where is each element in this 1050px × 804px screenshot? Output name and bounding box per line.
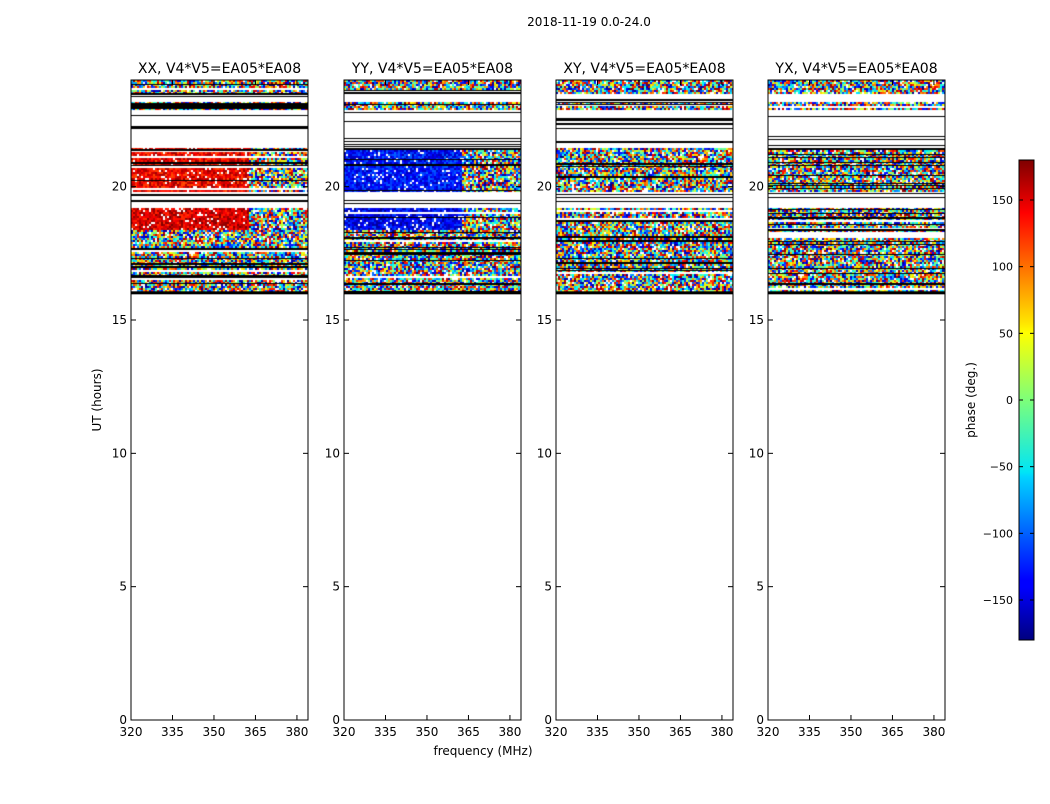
data-edge-line	[768, 291, 945, 295]
figure-title: 2018-11-19 0.0-24.0	[527, 15, 651, 29]
x-tick-label: 350	[416, 725, 439, 739]
x-tick-label: 320	[333, 725, 356, 739]
y-tick-label: 15	[749, 313, 764, 327]
phase-image-xx	[131, 80, 308, 293]
y-tick-label: 0	[332, 713, 340, 727]
x-tick-label: 335	[798, 725, 821, 739]
y-tick-label: 10	[749, 446, 764, 460]
y-tick-label: 0	[544, 713, 552, 727]
phase-image-yx	[768, 80, 945, 293]
panel-frame	[343, 79, 522, 721]
x-axis-label: frequency (MHz)	[433, 744, 532, 758]
x-tick-label: 320	[120, 725, 143, 739]
y-tick-label: 5	[119, 580, 127, 594]
x-tick-label: 365	[244, 725, 267, 739]
x-tick-label: 335	[161, 725, 184, 739]
colorbar-tick-label: 150	[992, 194, 1013, 207]
y-tick-label: 0	[119, 713, 127, 727]
y-tick-label: 20	[537, 180, 552, 194]
colorbar-tick-label: −50	[990, 461, 1013, 474]
x-tick-label: 380	[498, 725, 521, 739]
data-edge-line	[344, 291, 521, 295]
y-tick-label: 15	[112, 313, 127, 327]
x-tick-label: 320	[545, 725, 568, 739]
colorbar-tick-label: 0	[1006, 394, 1013, 407]
panel-frame	[767, 79, 946, 721]
colorbar-tick-label: 50	[999, 327, 1013, 340]
colorbar-ticks: 150 100 50 0 −50 −100 −150	[983, 194, 1034, 607]
colorbar: 150 100 50 0 −50 −100 −150 phase (deg.)	[964, 159, 1035, 641]
x-tick-label: 365	[457, 725, 480, 739]
y-tick-label: 10	[325, 446, 340, 460]
panel-yx: YX, V4*V5=EA05*EA08 320 335 350 365 380 0 5 10 15…	[749, 61, 946, 739]
x-tick-label: 320	[757, 725, 780, 739]
colorbar-tick-label: −100	[983, 527, 1013, 540]
panel-title: YX, V4*V5=EA05*EA08	[774, 61, 937, 77]
x-tick-label: 365	[881, 725, 904, 739]
colorbar-tick-label: 100	[992, 261, 1013, 274]
y-tick-label: 5	[756, 580, 764, 594]
y-tick-label: 10	[112, 446, 127, 460]
panel-xx: XX, V4*V5=EA05*EA08 320 335 350 365 380 0 5 10 15…	[112, 61, 309, 739]
y-tick-label: 15	[325, 313, 340, 327]
y-axis-label: UT (hours)	[90, 368, 104, 431]
x-tick-label: 365	[669, 725, 692, 739]
y-tick-label: 5	[332, 580, 340, 594]
y-tick-label: 0	[756, 713, 764, 727]
x-tick-label: 380	[285, 725, 308, 739]
y-tick-label: 20	[112, 180, 127, 194]
panel-title: XY, V4*V5=EA05*EA08	[563, 61, 725, 77]
colorbar-tick-label: −150	[983, 594, 1013, 607]
phase-image-xy	[556, 80, 733, 293]
panel-title: XX, V4*V5=EA05*EA08	[138, 61, 301, 77]
panels: XX, V4*V5=EA05*EA08 320 335 350 365 380 0 5 10 15…	[112, 61, 946, 739]
x-tick-label: 350	[840, 725, 863, 739]
x-tick-label: 350	[203, 725, 226, 739]
panel-yy: YY, V4*V5=EA05*EA08 320 335 350 365 380 0 5 10 15…	[325, 61, 522, 739]
y-tick-label: 15	[537, 313, 552, 327]
x-tick-label: 380	[710, 725, 733, 739]
y-tick-label: 20	[325, 180, 340, 194]
data-edge-line	[131, 291, 308, 295]
x-tick-label: 350	[628, 725, 651, 739]
panel-frame	[555, 79, 734, 721]
panel-frame	[130, 79, 309, 721]
y-tick-label: 5	[544, 580, 552, 594]
panel-title: YY, V4*V5=EA05*EA08	[351, 61, 513, 77]
x-tick-label: 335	[586, 725, 609, 739]
x-tick-label: 335	[374, 725, 397, 739]
phase-image-yy	[344, 80, 521, 293]
panel-xy: XY, V4*V5=EA05*EA08 320 335 350 365 380 0 5 10 15…	[537, 61, 734, 739]
data-edge-line	[556, 291, 733, 295]
y-tick-label: 20	[749, 180, 764, 194]
x-tick-label: 380	[922, 725, 945, 739]
y-tick-label: 10	[537, 446, 552, 460]
colorbar-label: phase (deg.)	[964, 362, 978, 438]
